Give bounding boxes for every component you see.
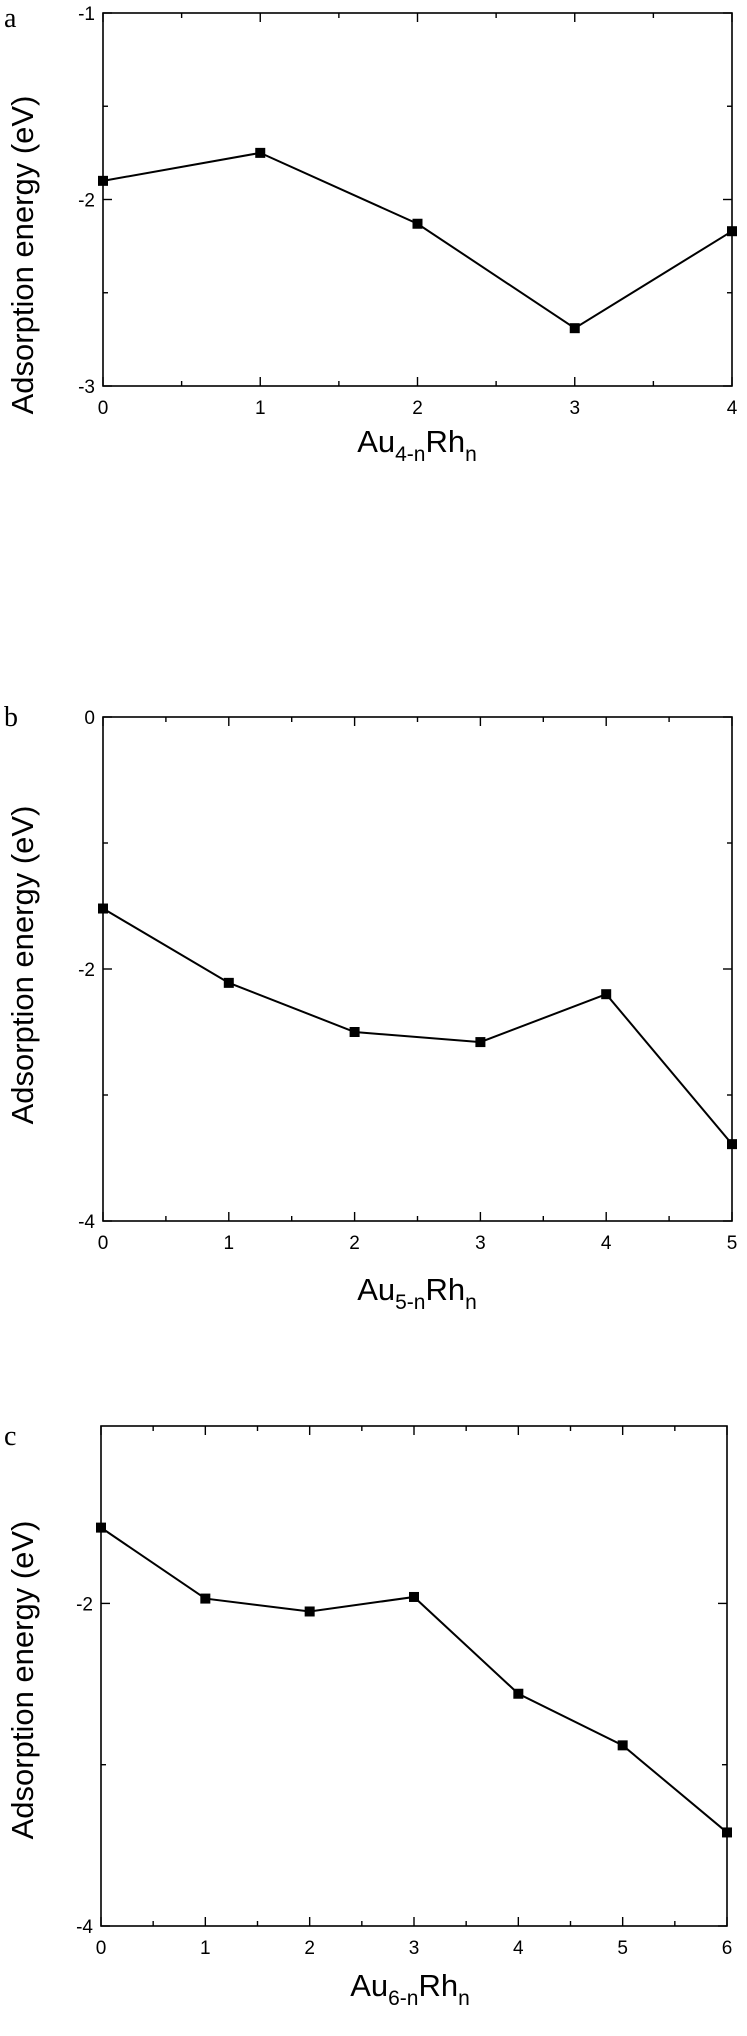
y-tick-label: -2	[78, 960, 95, 981]
x-tick-label: 5	[727, 1233, 738, 1254]
panel-c: c Adsorption energy (eV) 0 1 2 3 4 5 6 -2 -4 Au6…	[4, 1421, 732, 2010]
panel-b-xlabel: Au5-nRhn	[357, 1272, 477, 1314]
panel-c-marks	[96, 1522, 732, 1838]
panel-c-axes: 0 1 2 3 4 5 6 -2 -4	[76, 1426, 732, 1959]
series-line	[102, 151, 733, 330]
data-point	[569, 323, 580, 334]
panel-c-ylabel: Adsorption energy (eV)	[5, 1521, 40, 1840]
panel-a-xlabel-sub2: n	[465, 443, 477, 466]
x-tick-label: 0	[98, 398, 109, 419]
panel-a-xlabel-au: Au	[357, 424, 395, 459]
data-point	[409, 1591, 419, 1602]
panel-b-xlabel-rh: Rh	[425, 1272, 465, 1307]
x-tick-label: 4	[601, 1233, 612, 1254]
panel-a-xlabel: Au4-nRhn	[357, 424, 477, 466]
series-line	[102, 907, 733, 1145]
x-tick-label: 1	[224, 1233, 235, 1254]
x-tick-label: 3	[569, 398, 580, 419]
y-tick-label: -2	[78, 191, 95, 212]
x-tick-label: 0	[96, 1938, 107, 1959]
panel-c-xlabel: Au6-nRhn	[350, 1968, 470, 2010]
data-point	[200, 1593, 211, 1604]
panel-a-frame	[102, 12, 733, 387]
panel-b-axes: 0 1 2 3 4 5 0 -2 -4	[78, 708, 737, 1254]
panel-b-marks	[98, 903, 737, 1150]
x-tick-label: 4	[513, 1938, 524, 1959]
panel-c-xlabel-sub1: 6-n	[388, 1987, 418, 2010]
x-tick-label: 4	[727, 398, 738, 419]
x-tick-label: 2	[304, 1938, 315, 1959]
data-point	[727, 1139, 737, 1150]
panel-a-marks	[98, 147, 737, 334]
y-tick-label: -1	[78, 4, 95, 25]
panel-b-frame	[102, 716, 733, 1222]
panel-a-xlabel-sub1: 4-n	[395, 443, 425, 466]
data-point	[617, 1740, 628, 1751]
x-tick-label: 2	[349, 1233, 360, 1254]
y-tick-label: -3	[78, 377, 95, 398]
x-tick-label: 2	[412, 398, 423, 419]
data-point	[304, 1606, 315, 1617]
y-tick-label: -4	[76, 1917, 93, 1938]
data-point	[727, 226, 737, 237]
panel-b-letter: b	[4, 702, 18, 733]
data-point	[601, 989, 612, 1000]
x-tick-label: 5	[617, 1938, 628, 1959]
panel-a: a Adsorption energy (eV) 0 1 2 3 4 -1 -2 -3 Au4…	[4, 3, 738, 466]
x-tick-label: 3	[475, 1233, 486, 1254]
panel-c-xlabel-rh: Rh	[418, 1968, 458, 2003]
panel-b-xlabel-sub2: n	[465, 1291, 477, 1314]
data-point	[513, 1688, 524, 1699]
panel-b-xlabel-au: Au	[357, 1272, 395, 1307]
y-tick-label: -2	[76, 1594, 93, 1615]
panel-a-ylabel: Adsorption energy (eV)	[5, 96, 40, 415]
data-point	[412, 218, 423, 229]
panel-a-axes: 0 1 2 3 4 -1 -2 -3	[78, 4, 738, 419]
x-tick-label: 3	[409, 1938, 420, 1959]
data-point	[96, 1522, 106, 1533]
panel-b: b Adsorption energy (eV) 0 1 2 3 4 5 0 -2 -4 Au5…	[4, 702, 737, 1314]
data-point	[349, 1027, 360, 1037]
data-point	[98, 903, 108, 914]
y-tick-label: -4	[78, 1212, 95, 1233]
x-tick-label: 1	[255, 398, 266, 419]
x-tick-label: 0	[98, 1233, 109, 1254]
data-point	[722, 1827, 732, 1838]
y-tick-label: 0	[84, 708, 95, 729]
panel-b-ylabel: Adsorption energy (eV)	[5, 806, 40, 1125]
panel-b-xlabel-sub1: 5-n	[395, 1291, 425, 1314]
data-point	[255, 147, 266, 158]
panel-a-letter: a	[4, 3, 17, 34]
data-point	[98, 175, 108, 186]
x-tick-label: 6	[722, 1938, 733, 1959]
panel-c-frame	[100, 1425, 728, 1927]
panel-c-xlabel-sub2: n	[458, 1987, 470, 2010]
panel-c-letter: c	[4, 1421, 16, 1452]
panel-c-xlabel-au: Au	[350, 1968, 388, 2003]
data-point	[223, 977, 234, 988]
x-tick-label: 1	[200, 1938, 211, 1959]
panel-a-xlabel-rh: Rh	[425, 424, 465, 459]
data-point	[475, 1037, 486, 1048]
series-line	[100, 1526, 728, 1834]
